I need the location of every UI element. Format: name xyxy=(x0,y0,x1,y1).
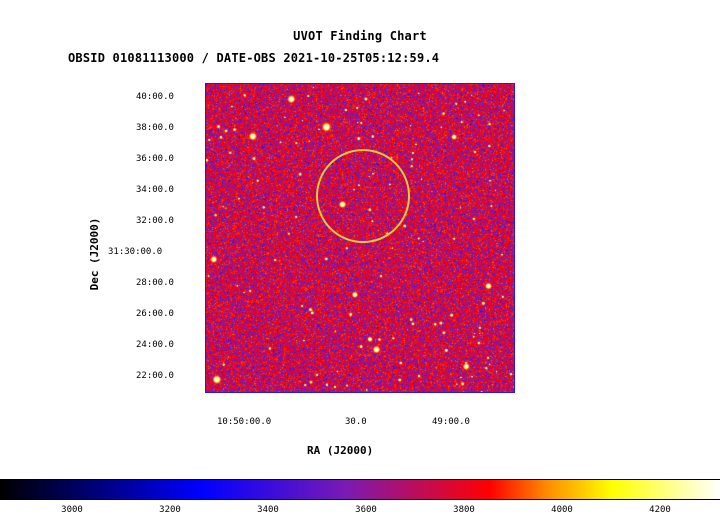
colorbar-tick-label: 3200 xyxy=(159,505,181,515)
colorbar-tick-label: 4200 xyxy=(649,505,671,515)
dec-tick-label: 24:00.0 xyxy=(136,340,174,350)
ra-tick-label: 30.0 xyxy=(345,417,367,427)
source-region-circle xyxy=(316,149,410,243)
colorbar-tick-label: 4000 xyxy=(551,505,573,515)
dec-tick-label: 28:00.0 xyxy=(136,278,174,288)
colorbar-tick-label: 3400 xyxy=(257,505,279,515)
ra-tick-label: 49:00.0 xyxy=(432,417,470,427)
colorbar-tick-label: 3000 xyxy=(61,505,83,515)
dec-tick-label: 32:00.0 xyxy=(136,216,174,226)
dec-tick-label: 38:00.0 xyxy=(136,123,174,133)
source-region-overlay xyxy=(316,149,410,243)
dec-tick-label: 22:00.0 xyxy=(136,371,174,381)
x-axis-label: RA (J2000) xyxy=(307,444,374,457)
dec-tick-label: 36:00.0 xyxy=(136,154,174,164)
dec-tick-label: 40:00.0 xyxy=(136,92,174,102)
y-axis-label: Dec (J2000) xyxy=(88,217,101,291)
dec-tick-label: 26:00.0 xyxy=(136,309,174,319)
dec-tick-label: 31:30:00.0 xyxy=(108,247,163,257)
image-frame[interactable] xyxy=(205,83,515,393)
chart-subtitle: OBSID 01081113000 / DATE-OBS 2021-10-25T… xyxy=(68,51,440,65)
colorbar-tick-label: 3800 xyxy=(453,505,475,515)
dec-tick-label: 34:00.0 xyxy=(136,185,174,195)
chart-title: UVOT Finding Chart xyxy=(293,29,427,43)
ra-tick-label: 10:50:00.0 xyxy=(217,417,272,427)
colorbar-tick-label: 3600 xyxy=(355,505,377,515)
colorbar xyxy=(0,479,720,500)
sky-image xyxy=(206,84,514,392)
